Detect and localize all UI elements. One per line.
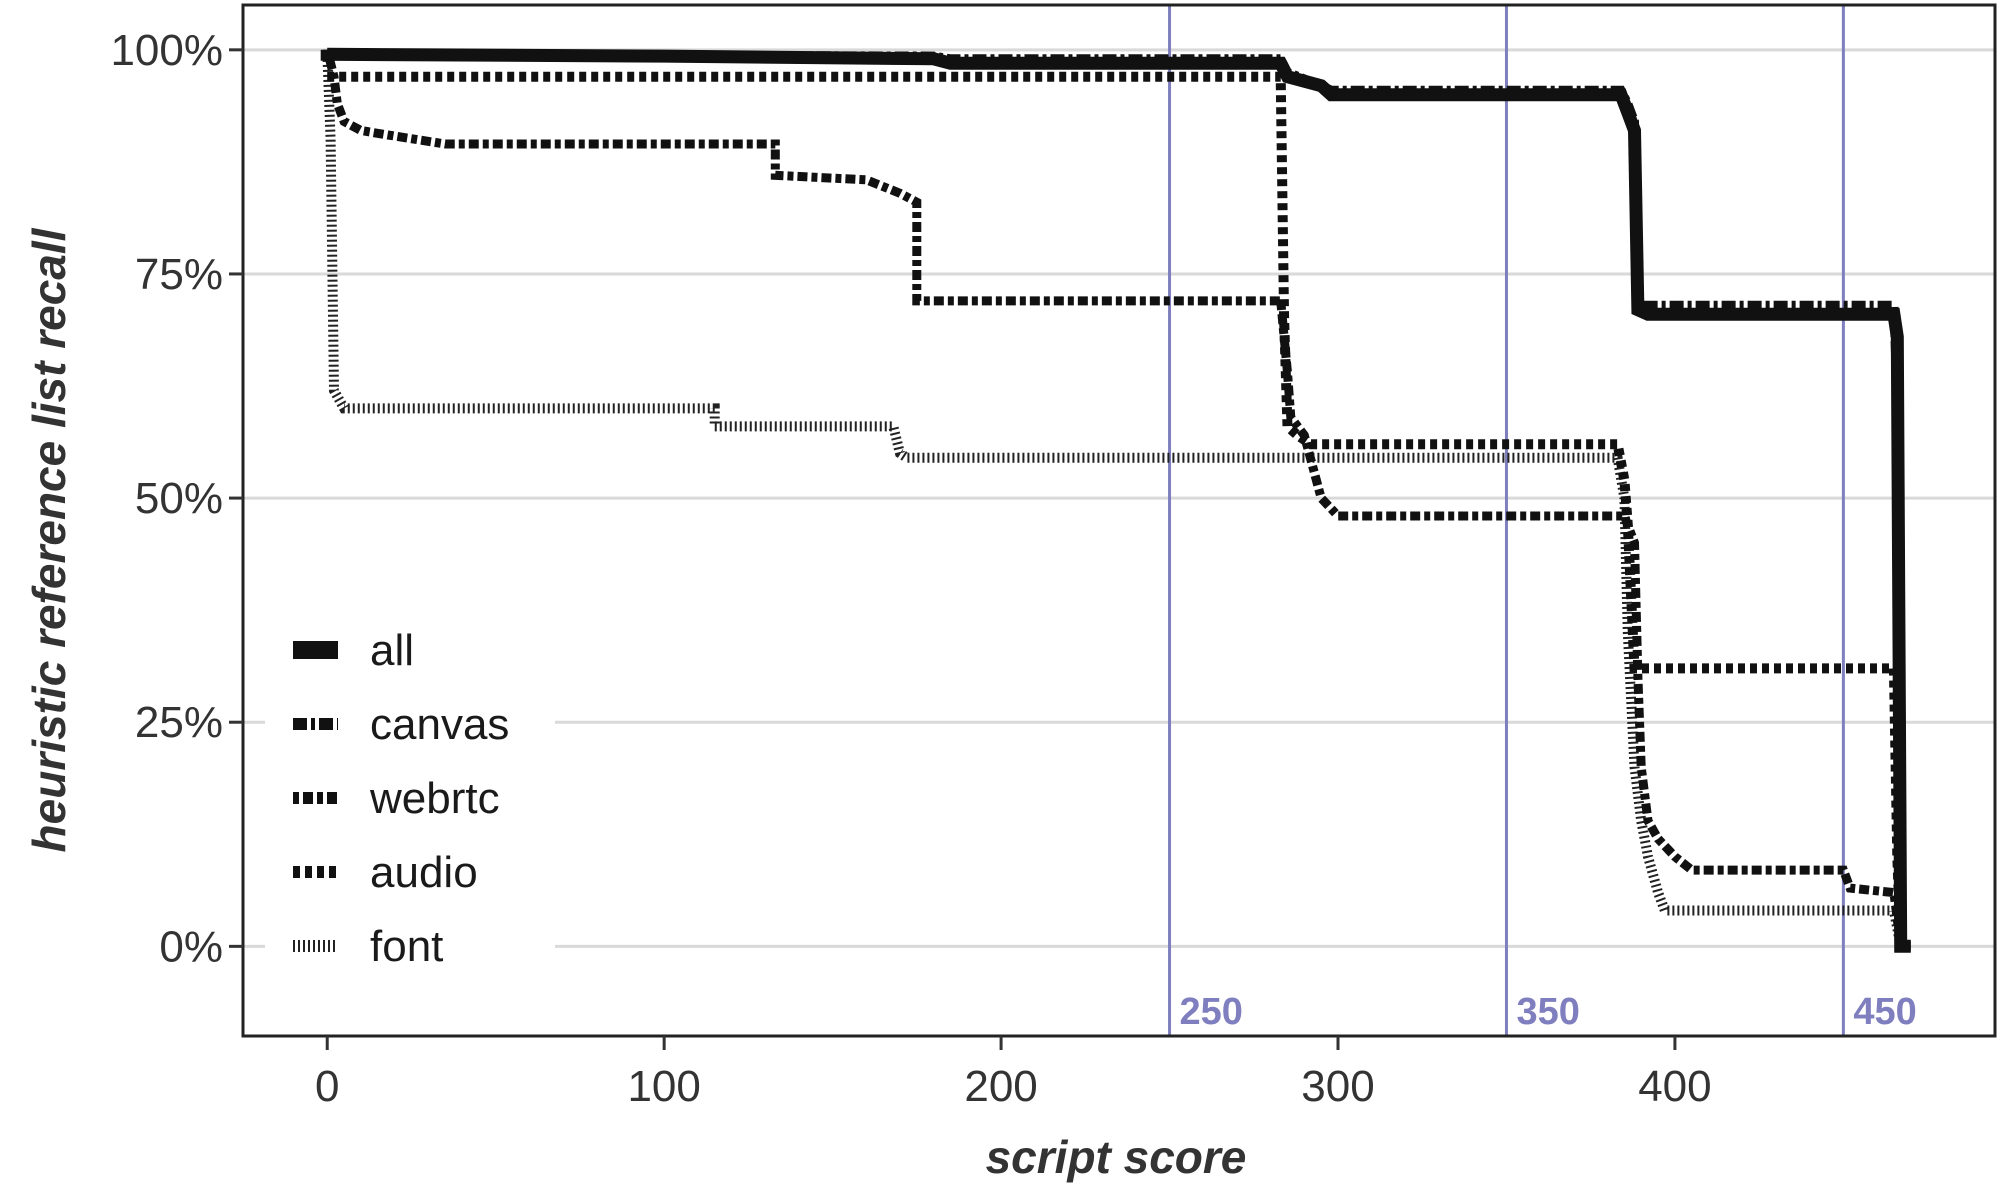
series-line-all [320, 47, 1911, 953]
y-tick-label: 50% [135, 474, 223, 523]
reference-line-label: 350 [1516, 991, 1579, 1033]
axis-ticks: 0% 25% 50% 75% 100% 0 100 200 300 400 [110, 26, 1711, 1111]
reference-line-label: 250 [1180, 991, 1243, 1033]
series-line-audio [327, 71, 1911, 952]
legend-label-font: font [370, 922, 443, 971]
x-tick-label: 100 [627, 1062, 700, 1111]
data-series [320, 47, 1911, 953]
legend-label-canvas: canvas [370, 700, 509, 749]
y-tick-label: 75% [135, 250, 223, 299]
x-tick-label: 300 [1301, 1062, 1374, 1111]
reference-lines: 250 350 450 [1168, 5, 1917, 1036]
series-line-webrtc [322, 48, 1911, 951]
x-tick-label: 200 [964, 1062, 1037, 1111]
y-tick-label: 100% [110, 26, 223, 75]
legend-label-audio: audio [370, 848, 478, 897]
legend-background [265, 615, 555, 985]
x-tick-label: 400 [1638, 1062, 1711, 1111]
legend-label-webrtc: webrtc [369, 774, 500, 823]
legend: all canvas webrtc audio font [265, 615, 555, 985]
y-axis-title: heuristic reference list recall [23, 227, 75, 852]
reference-line-label: 450 [1853, 991, 1916, 1033]
x-tick-label: 0 [315, 1062, 339, 1111]
y-tick-label: 25% [135, 698, 223, 747]
y-tick-label: 0% [159, 922, 223, 971]
legend-label-all: all [370, 626, 414, 675]
plot-frame [241, 3, 1997, 1038]
x-axis-title: script score [986, 1131, 1247, 1183]
